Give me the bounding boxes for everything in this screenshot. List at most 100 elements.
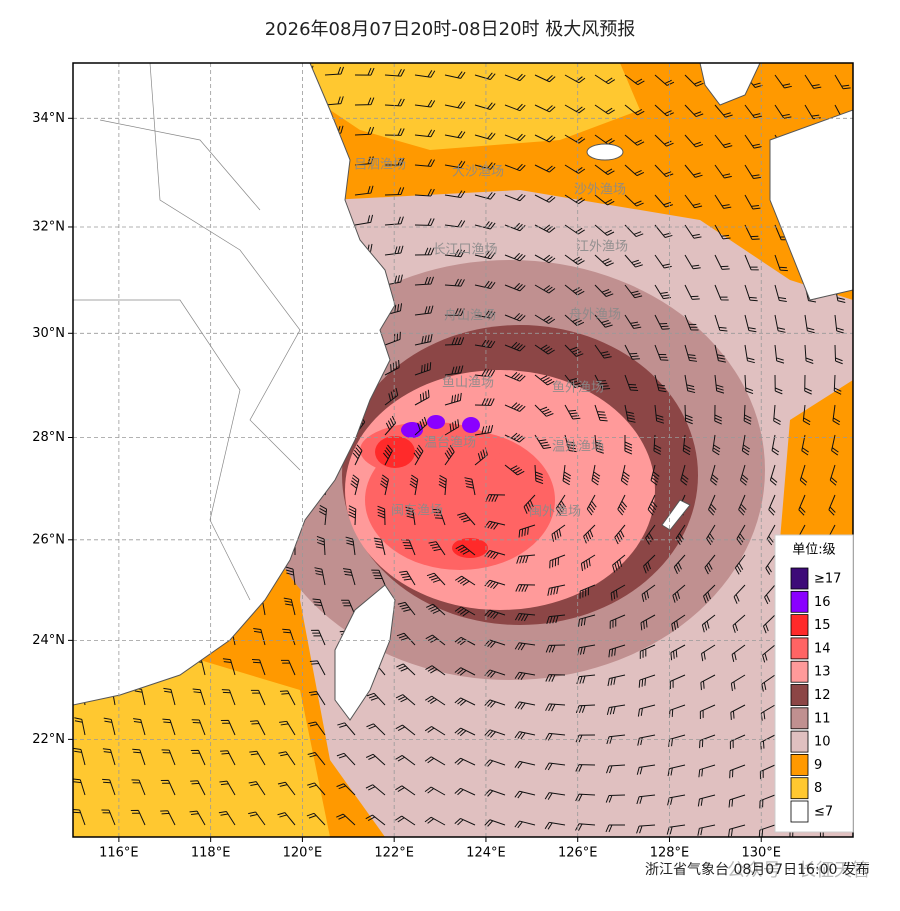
legend-label: 12 xyxy=(814,688,831,703)
wind-barb xyxy=(564,314,585,327)
wind-barb xyxy=(544,821,566,830)
fishing-ground-label: 温外渔场 xyxy=(552,440,604,455)
wind-barb xyxy=(534,434,552,450)
wind-barb xyxy=(798,494,806,516)
wind-barb xyxy=(545,644,566,653)
wind-barb xyxy=(504,432,526,443)
wind-barb xyxy=(414,389,430,406)
wind-barb xyxy=(759,764,776,780)
wind-barb xyxy=(684,194,703,209)
sea-level15 xyxy=(375,436,415,468)
legend-label: 15 xyxy=(814,618,831,633)
wind-barb xyxy=(384,68,405,77)
wind-barb xyxy=(250,689,266,706)
wind-barb xyxy=(534,464,544,485)
legend-label: 9 xyxy=(814,758,822,773)
wind-barb xyxy=(131,779,146,796)
wind-barb xyxy=(444,445,455,466)
wind-barb xyxy=(534,344,555,355)
fishing-ground-label: 吕泗渔场 xyxy=(354,158,406,173)
legend-swatch xyxy=(790,637,809,660)
wind-barb xyxy=(425,695,446,706)
wind-barb xyxy=(444,160,466,169)
wind-barb xyxy=(454,636,476,646)
wind-barb xyxy=(738,494,747,516)
wind-barb xyxy=(345,536,356,556)
wind-barb xyxy=(314,567,326,586)
wind-barb xyxy=(624,434,633,455)
wind-barb xyxy=(73,778,86,796)
wind-barb xyxy=(219,780,236,796)
wind-barb xyxy=(365,784,386,796)
wind-barb xyxy=(708,494,717,516)
wind-barb xyxy=(371,569,386,586)
wind-barb xyxy=(575,823,596,831)
wind-barb xyxy=(354,185,374,196)
wind-barb xyxy=(504,163,526,172)
wind-barb xyxy=(799,464,808,486)
wind-barb xyxy=(654,254,672,269)
wind-barb xyxy=(414,276,435,286)
wind-barb xyxy=(319,504,328,526)
wind-barb xyxy=(594,164,615,176)
wind-barb xyxy=(413,444,424,466)
wind-barb xyxy=(698,764,716,778)
wind-barb xyxy=(130,809,146,826)
wind-barb xyxy=(444,71,466,79)
fishing-ground-label: 舟山渔场 xyxy=(444,309,496,324)
wind-barb xyxy=(732,614,746,633)
wind-barb xyxy=(624,254,643,268)
wind-barb xyxy=(221,689,236,706)
wind-barb xyxy=(594,224,615,236)
wind-barb xyxy=(414,159,435,167)
wind-barb xyxy=(744,254,759,271)
land-china xyxy=(73,63,396,706)
wind-barb xyxy=(414,70,436,78)
wind-barb xyxy=(377,505,386,526)
wind-barb xyxy=(324,66,345,76)
wind-barb xyxy=(636,824,656,834)
wind-barb xyxy=(650,464,660,486)
wind-barb xyxy=(514,642,536,651)
wind-barb xyxy=(759,794,776,809)
wind-barb xyxy=(624,404,636,423)
wind-barb xyxy=(162,718,176,736)
legend-label: 11 xyxy=(814,711,831,726)
wind-barb xyxy=(373,537,386,556)
wind-barb xyxy=(474,339,496,349)
wind-barb xyxy=(283,597,296,616)
wind-barb xyxy=(728,824,746,837)
sea-level8 xyxy=(73,660,330,837)
x-tick-label: 116°E xyxy=(99,846,139,861)
wind-barb xyxy=(684,344,698,362)
wind-barb xyxy=(544,792,566,800)
wind-barb xyxy=(714,344,726,363)
wind-barb xyxy=(564,434,577,453)
wind-barb xyxy=(654,104,674,117)
wind-barb xyxy=(579,584,596,599)
wind-barb xyxy=(834,74,851,90)
wind-barb xyxy=(575,764,596,772)
legend-label: 10 xyxy=(814,735,831,750)
wind-barb xyxy=(424,816,446,826)
wind-barb xyxy=(218,811,236,826)
sea-level15 xyxy=(452,538,488,558)
wind-barb xyxy=(682,434,691,456)
wind-barb xyxy=(534,284,556,294)
wind-barb xyxy=(654,404,665,424)
wind-barb xyxy=(564,164,586,174)
wind-barb xyxy=(464,477,476,496)
wind-barb xyxy=(504,402,526,412)
wind-barb xyxy=(673,554,686,575)
wind-barb xyxy=(74,717,86,736)
wind-barb xyxy=(192,688,206,706)
wind-barb xyxy=(405,506,416,526)
wind-barb xyxy=(444,419,460,436)
wind-barb xyxy=(474,280,496,290)
wind-barb xyxy=(414,362,432,376)
wind-barb xyxy=(307,751,326,766)
wind-barb xyxy=(714,254,730,270)
wind-barb xyxy=(701,614,716,633)
legend-label: ≤7 xyxy=(814,805,833,820)
wind-barb xyxy=(564,104,586,114)
